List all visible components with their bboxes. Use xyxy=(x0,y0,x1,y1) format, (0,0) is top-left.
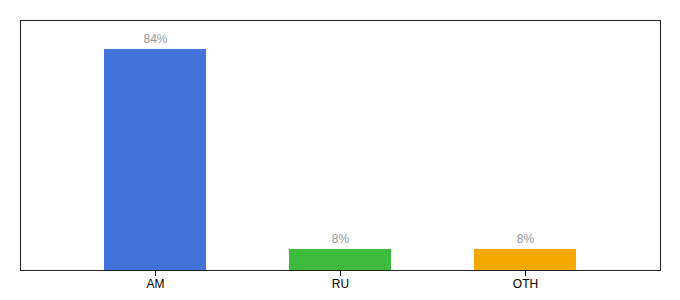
svg-text:AM: AM xyxy=(147,277,165,291)
svg-text:8%: 8% xyxy=(332,232,350,246)
svg-text:84%: 84% xyxy=(143,32,167,46)
svg-text:OTH: OTH xyxy=(513,277,538,291)
svg-text:RU: RU xyxy=(332,277,349,291)
svg-text:8%: 8% xyxy=(517,232,535,246)
